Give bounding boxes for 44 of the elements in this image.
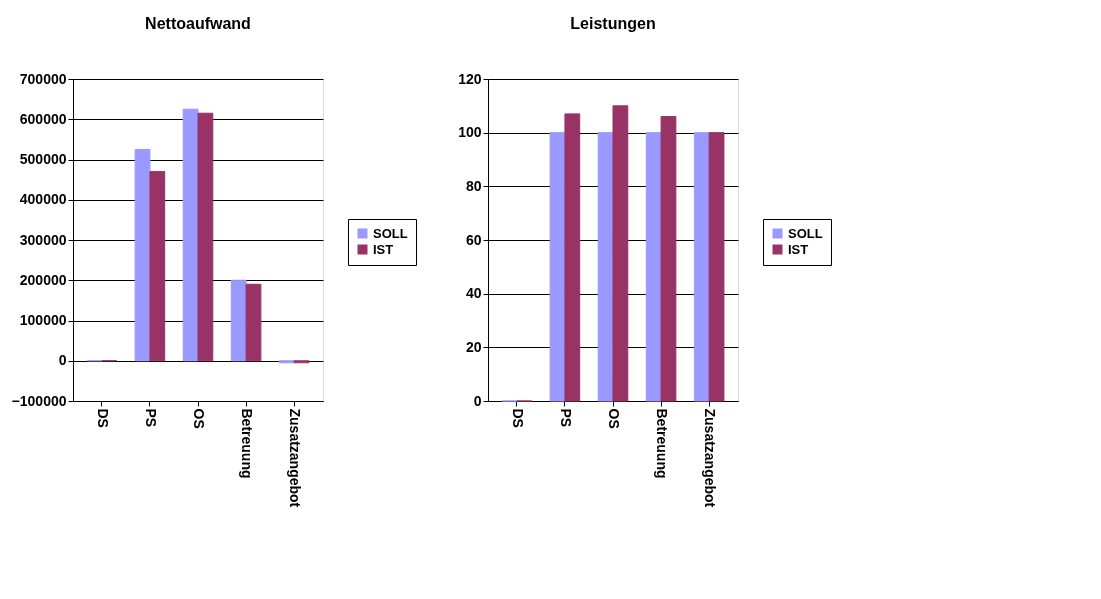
x-tick-label: DS <box>94 408 111 428</box>
x-tick-label: OS <box>606 408 622 429</box>
y-tick-label: 100000 <box>19 312 67 328</box>
y-tick-label: 0 <box>473 392 482 409</box>
legend-label: SOLL <box>788 225 823 241</box>
chart-title: Nettoaufwand <box>145 15 251 32</box>
legend-label: SOLL <box>373 225 408 241</box>
bar <box>134 148 151 362</box>
legend-label: IST <box>788 241 809 257</box>
bar <box>197 112 214 362</box>
bar <box>708 132 725 402</box>
chart-title: Leistungen <box>570 15 656 32</box>
x-tick-label: DS <box>509 408 526 428</box>
y-tick-label: 500000 <box>19 151 67 167</box>
legend-label: IST <box>373 241 394 257</box>
bar <box>278 360 295 364</box>
bar <box>245 283 262 362</box>
y-tick-label: 100 <box>458 124 482 141</box>
y-tick-label: 0 <box>58 352 67 369</box>
x-tick-label: PS <box>142 408 159 428</box>
bar <box>149 171 166 362</box>
y-tick-label: 80 <box>465 177 482 194</box>
y-tick-label: 40 <box>465 285 482 302</box>
x-tick-label: OS <box>191 408 207 429</box>
bar <box>293 360 310 364</box>
bar <box>564 113 581 402</box>
x-tick-label: Betreuung <box>654 408 671 479</box>
x-tick-label: Zusatzangebot <box>702 408 719 508</box>
y-tick-label: 300000 <box>19 231 67 248</box>
y-tick-label: 20 <box>465 338 482 355</box>
x-tick-label: Zusatzangebot <box>287 408 304 508</box>
y-tick-label: 400000 <box>19 191 67 208</box>
y-tick-label: 200000 <box>19 271 67 288</box>
bar <box>660 116 677 402</box>
y-tick-label: 60 <box>465 231 482 248</box>
bar <box>549 132 566 402</box>
bar <box>693 132 710 402</box>
y-tick-label: 600000 <box>19 110 67 127</box>
y-tick-label: 700000 <box>19 70 67 87</box>
x-tick-label: PS <box>557 408 574 428</box>
bar <box>612 105 629 402</box>
x-tick-label: Betreuung <box>239 408 256 479</box>
y-tick-label: 120 <box>458 70 482 87</box>
y-tick-label: −100000 <box>11 392 67 409</box>
